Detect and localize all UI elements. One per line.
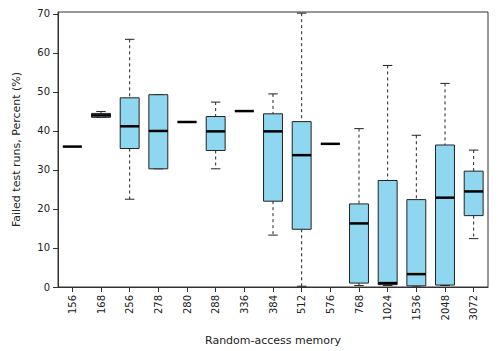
svg-text:278: 278 [153,295,164,314]
svg-text:156: 156 [67,295,78,314]
svg-text:20: 20 [37,203,50,214]
svg-text:512: 512 [296,295,307,314]
svg-text:Failed test runs, Percent (%): Failed test runs, Percent (%) [10,72,23,227]
svg-text:50: 50 [37,86,50,97]
svg-text:384: 384 [268,295,279,314]
svg-text:60: 60 [37,47,50,58]
svg-text:168: 168 [96,295,107,314]
svg-text:336: 336 [239,295,250,314]
svg-text:288: 288 [210,295,221,314]
svg-text:0: 0 [44,282,50,293]
svg-text:2048: 2048 [440,295,451,320]
svg-text:576: 576 [325,295,336,314]
svg-text:40: 40 [37,125,50,136]
svg-text:256: 256 [124,295,135,314]
svg-text:Random-access memory: Random-access memory [205,334,342,347]
svg-text:768: 768 [354,295,365,314]
svg-text:280: 280 [182,295,193,314]
svg-text:30: 30 [37,164,50,175]
svg-text:10: 10 [37,242,50,253]
svg-text:1024: 1024 [382,295,393,320]
svg-text:3072: 3072 [468,295,479,320]
svg-text:1536: 1536 [411,295,422,320]
svg-text:70: 70 [37,8,50,19]
